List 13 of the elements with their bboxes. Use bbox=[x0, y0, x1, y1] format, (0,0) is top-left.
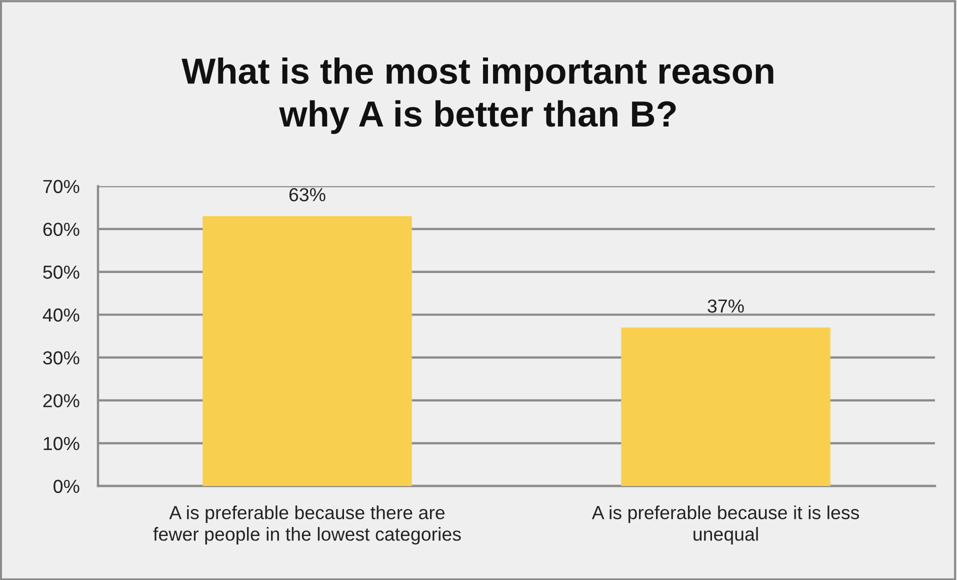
y-tick-label: 40% bbox=[42, 308, 80, 322]
y-tick-label: 10% bbox=[44, 436, 80, 450]
y-tick-label: 30% bbox=[43, 351, 80, 365]
chart-title: What is the most important reason why A is better than B? bbox=[182, 57, 774, 134]
data-label: 63% bbox=[289, 188, 326, 202]
x-tick-label: A is preferable because there are fewer people in the lowest categories bbox=[153, 505, 461, 545]
data-label: 37% bbox=[708, 299, 744, 313]
y-tick-label: 20% bbox=[43, 394, 80, 408]
x-tick-label: A is preferable because it is less unequal bbox=[592, 505, 859, 545]
y-tick-label: 60% bbox=[43, 222, 80, 236]
y-tick-label: 70% bbox=[43, 180, 80, 194]
y-tick-label: 0% bbox=[54, 480, 80, 494]
y-tick-label: 50% bbox=[43, 266, 80, 279]
